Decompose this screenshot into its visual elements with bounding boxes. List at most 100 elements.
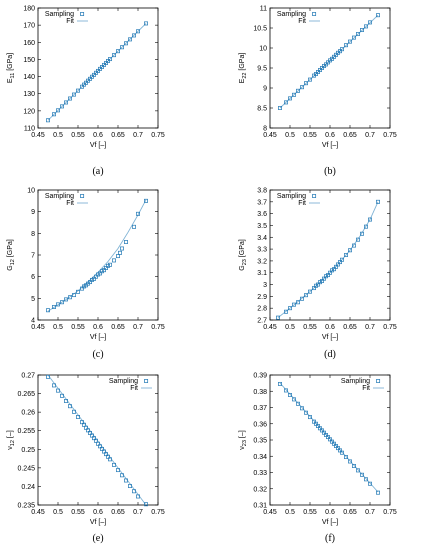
x-tick-label: 0.7: [365, 509, 375, 516]
x-tick-label: 0.65: [111, 324, 125, 331]
x-tick-label: 0.55: [303, 509, 317, 516]
sampling-point: [292, 92, 296, 97]
sampling-point: [340, 257, 344, 262]
sampling-point: [344, 43, 348, 48]
sampling-point: [64, 399, 68, 403]
panel-caption: (c): [92, 349, 104, 360]
y-tick-label: 0.25: [21, 447, 35, 454]
sampling-point: [316, 70, 320, 74]
sampling-point: [72, 293, 76, 298]
y-axis-title-unit: [–]: [7, 430, 14, 440]
sampling-point: [46, 118, 50, 123]
x-tick-label: 0.6: [93, 324, 103, 331]
sampling-point: [312, 419, 316, 424]
sampling-point: [300, 406, 304, 411]
sampling-point: [94, 274, 98, 279]
sampling-point: [80, 286, 84, 291]
y-axis-title-sub: 11: [10, 73, 16, 79]
sampling-point: [98, 444, 102, 449]
sampling-point: [90, 277, 94, 282]
x-axis-title: Vf [–]: [322, 142, 338, 149]
sampling-point: [322, 276, 326, 281]
sampling-point: [334, 444, 338, 448]
y-tick-label: 0.245: [17, 465, 35, 472]
x-tick-label: 0.45: [263, 509, 277, 516]
sampling-point: [320, 428, 324, 433]
legend-label-fit: Fit: [362, 385, 370, 392]
sampling-point: [332, 441, 336, 446]
y-tick-label: 0.34: [253, 454, 267, 461]
sampling-point: [360, 231, 364, 236]
sampling-point: [112, 258, 116, 263]
x-tick-label: 0.55: [303, 132, 317, 139]
x-tick-label: 0.75: [383, 324, 397, 331]
fit-line: [47, 374, 147, 506]
y-tick-label: 170: [23, 23, 35, 30]
legend-swatch-sampling: [312, 12, 317, 16]
legend-label-fit: Fit: [66, 200, 74, 207]
sampling-point: [322, 430, 326, 435]
sampling-point: [276, 315, 280, 320]
y-axis-title-main: E: [7, 78, 14, 83]
sampling-point: [84, 425, 88, 430]
sampling-point: [102, 449, 106, 454]
y-axis-title-sub: 12: [10, 440, 16, 446]
y-axis-title-main: G: [7, 265, 14, 270]
sampling-point: [120, 246, 124, 251]
sampling-point: [304, 410, 308, 415]
sampling-point: [46, 374, 50, 379]
sampling-point: [104, 266, 108, 270]
sampling-point: [46, 308, 50, 313]
y-tick-label: 150: [23, 57, 35, 64]
x-tick-label: 0.6: [93, 509, 103, 516]
sampling-point: [72, 409, 76, 414]
y-tick-label: 180: [23, 6, 35, 13]
y-axis-title-main: ν: [239, 446, 246, 450]
x-tick-label: 0.75: [383, 132, 397, 139]
sampling-point: [328, 437, 332, 442]
sampling-point: [106, 454, 110, 459]
y-tick-label: 0.265: [17, 391, 35, 398]
x-tick-label: 0.5: [53, 509, 63, 516]
sampling-point: [56, 388, 60, 393]
sampling-point: [278, 381, 282, 386]
x-axis-title: Vf [–]: [90, 519, 106, 526]
sampling-point: [96, 441, 100, 446]
x-tick-label: 0.7: [133, 324, 143, 331]
sampling-point: [118, 250, 122, 255]
sampling-point: [124, 478, 128, 483]
legend-swatch-sampling: [144, 379, 149, 383]
sampling-point: [330, 56, 334, 61]
y-tick-label: 110: [24, 126, 35, 133]
y-tick-label: 10: [259, 46, 267, 53]
panel-caption: (f): [325, 533, 335, 544]
x-tick-label: 0.5: [285, 132, 295, 139]
sampling-point: [338, 448, 342, 453]
x-tick-label: 0.6: [93, 132, 103, 139]
sampling-point: [364, 224, 368, 229]
y-axis-title-main: E: [239, 78, 246, 83]
y-tick-label: 10: [27, 188, 35, 195]
sampling-point: [296, 401, 300, 406]
sampling-point: [84, 80, 88, 85]
sampling-point: [348, 459, 352, 464]
sampling-point: [376, 13, 380, 18]
x-tick-label: 0.75: [383, 509, 397, 516]
sampling-point: [68, 404, 72, 409]
x-tick-label: 0.6: [325, 324, 335, 331]
sampling-point: [100, 446, 104, 451]
sampling-point: [82, 422, 86, 427]
sampling-point: [312, 286, 316, 291]
sampling-point: [288, 393, 292, 397]
y-tick-label: 0.32: [253, 486, 267, 493]
sampling-point: [328, 270, 332, 275]
sampling-point: [136, 494, 140, 499]
y-tick-label: 2.9: [257, 294, 267, 301]
legend-swatch-sampling: [312, 194, 317, 198]
x-tick-label: 0.7: [133, 509, 143, 516]
sampling-point: [132, 224, 136, 229]
